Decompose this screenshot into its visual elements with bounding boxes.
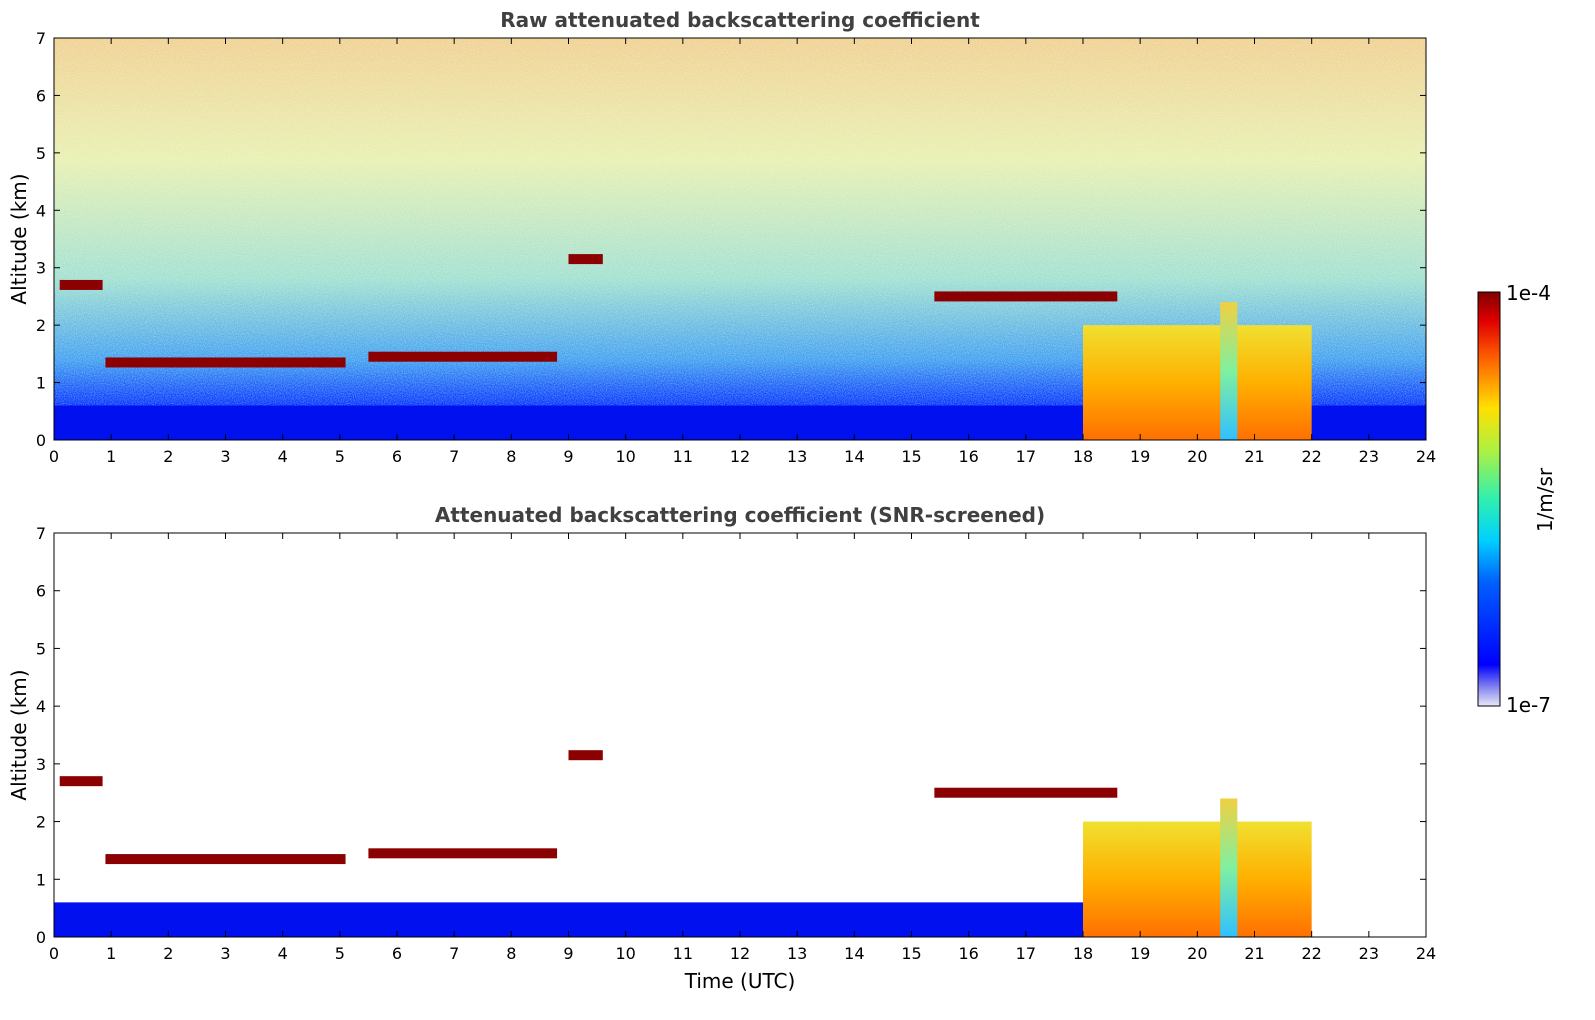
x-tick-label: 15 [901, 447, 921, 466]
y-tick-label: 6 [36, 86, 46, 105]
y-tick-label: 0 [36, 431, 46, 450]
x-tick-label: 18 [1073, 944, 1093, 963]
x-tick-label: 23 [1359, 447, 1379, 466]
x-tick-label: 5 [335, 944, 345, 963]
x-tick-label: 18 [1073, 447, 1093, 466]
x-tick-label: 10 [615, 944, 635, 963]
x-tick-label: 1 [106, 447, 116, 466]
heatmap-area [54, 38, 1426, 440]
x-tick-label: 17 [1016, 944, 1036, 963]
y-tick-label: 0 [36, 928, 46, 947]
x-tick-label: 8 [506, 944, 516, 963]
x-tick-label: 4 [278, 944, 288, 963]
cloud-layer [368, 351, 558, 362]
colorbar-unit-label: 1/m/sr [1533, 467, 1557, 532]
x-tick-label: 9 [563, 447, 573, 466]
y-axis-label: Altitude (km) [7, 669, 31, 800]
x-tick-label: 2 [163, 944, 173, 963]
y-tick-label: 6 [36, 582, 46, 601]
x-tick-label: 20 [1187, 447, 1207, 466]
x-tick-label: 21 [1244, 447, 1264, 466]
x-tick-label: 0 [49, 944, 59, 963]
x-tick-label: 7 [449, 447, 459, 466]
aerosol-column [1220, 302, 1238, 440]
x-tick-label: 15 [901, 944, 921, 963]
x-tick-label: 10 [615, 447, 635, 466]
x-tick-label: 12 [730, 944, 750, 963]
cloud-layer [934, 291, 1118, 302]
x-tick-label: 12 [730, 447, 750, 466]
y-tick-label: 4 [36, 697, 46, 716]
cloud-layer [59, 776, 103, 787]
x-tick-label: 1 [106, 944, 116, 963]
x-tick-label: 23 [1359, 944, 1379, 963]
x-tick-label: 3 [220, 447, 230, 466]
x-tick-label: 3 [220, 944, 230, 963]
cloud-layer [59, 279, 103, 290]
x-tick-label: 16 [958, 447, 978, 466]
y-tick-label: 1 [36, 374, 46, 393]
y-tick-label: 2 [36, 316, 46, 335]
colorbar-gradient [1477, 291, 1501, 707]
x-tick-label: 14 [844, 447, 864, 466]
cloud-layer [934, 787, 1118, 798]
y-tick-label: 2 [36, 813, 46, 832]
cloud-layer [105, 357, 346, 368]
cloud-layer [368, 848, 558, 859]
x-tick-label: 20 [1187, 944, 1207, 963]
panel-title: Raw attenuated backscattering coefficien… [500, 8, 980, 32]
x-tick-label: 13 [787, 447, 807, 466]
panel-screened: Attenuated backscattering coefficient (S… [7, 503, 1436, 993]
x-tick-label: 21 [1244, 944, 1264, 963]
x-tick-label: 6 [392, 944, 402, 963]
colorbar-min-label: 1e-7 [1506, 693, 1551, 717]
cloud-layer [568, 254, 603, 265]
x-axis: 0 1 2 3 4 5 6 7 8 9 10 11 12 13 14 15 16 17 18 19 20 21 22 23 24 [49, 533, 1436, 963]
y-tick-label: 5 [36, 144, 46, 163]
x-tick-label: 24 [1416, 944, 1436, 963]
x-tick-label: 6 [392, 447, 402, 466]
x-tick-label: 11 [673, 944, 693, 963]
cloud-layer [105, 854, 346, 865]
y-axis: 0 1 2 3 4 5 6 7 [36, 524, 1426, 947]
aerosol-plume [1083, 821, 1312, 937]
panel-title: Attenuated backscattering coefficient (S… [435, 503, 1045, 527]
x-tick-label: 19 [1130, 944, 1150, 963]
x-tick-label: 19 [1130, 447, 1150, 466]
x-tick-label: 22 [1301, 944, 1321, 963]
y-tick-label: 7 [36, 29, 46, 48]
panel-raw: Raw attenuated backscattering coefficien… [7, 8, 1436, 466]
x-tick-label: 24 [1416, 447, 1436, 466]
x-tick-label: 4 [278, 447, 288, 466]
x-tick-label: 14 [844, 944, 864, 963]
x-tick-label: 17 [1016, 447, 1036, 466]
x-tick-label: 2 [163, 447, 173, 466]
x-tick-label: 16 [958, 944, 978, 963]
y-tick-label: 3 [36, 259, 46, 278]
y-tick-label: 5 [36, 639, 46, 658]
x-tick-label: 8 [506, 447, 516, 466]
heatmap-area [54, 533, 1426, 937]
x-tick-label: 22 [1301, 447, 1321, 466]
x-tick-label: 5 [335, 447, 345, 466]
x-tick-label: 13 [787, 944, 807, 963]
x-axis-label: Time (UTC) [684, 969, 796, 993]
y-axis-label: Altitude (km) [7, 173, 31, 304]
aerosol-plume [1083, 325, 1312, 440]
x-tick-label: 0 [49, 447, 59, 466]
x-tick-label: 7 [449, 944, 459, 963]
y-tick-label: 4 [36, 201, 46, 220]
x-axis: 0 1 2 3 4 5 6 7 8 9 10 11 12 13 14 15 16 17 18 19 20 21 22 23 24 [49, 38, 1436, 466]
aerosol-column [1220, 798, 1238, 937]
colorbar: 1e-4 1e-7 1/m/sr [1477, 281, 1557, 717]
cloud-layer [568, 750, 603, 761]
colorbar-max-label: 1e-4 [1506, 281, 1551, 305]
y-tick-label: 1 [36, 870, 46, 889]
x-tick-label: 11 [673, 447, 693, 466]
y-tick-label: 3 [36, 755, 46, 774]
x-tick-label: 9 [563, 944, 573, 963]
y-axis: 0 1 2 3 4 5 6 7 [36, 29, 1426, 450]
y-tick-label: 7 [36, 524, 46, 543]
